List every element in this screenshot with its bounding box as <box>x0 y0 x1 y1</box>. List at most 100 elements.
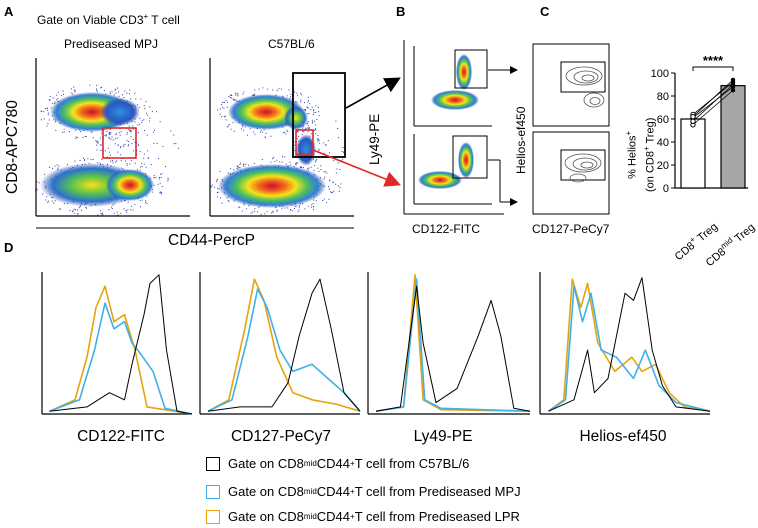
scatter-dot <box>138 106 140 108</box>
scatter-dot <box>96 91 98 93</box>
scatter-dot <box>237 167 239 169</box>
scatter-dot <box>286 95 288 97</box>
scatter-dot <box>341 150 343 152</box>
scatter-dot <box>100 87 102 89</box>
scatter-dot <box>301 133 303 135</box>
scatter-dot <box>73 212 75 214</box>
scatter-dot <box>146 134 148 136</box>
scatter-dot <box>85 207 87 209</box>
scatter-dot <box>315 124 317 126</box>
scatter-dot <box>253 162 255 164</box>
scatter-dot <box>153 142 155 144</box>
arrow-red-to-b <box>312 149 401 187</box>
scatter-dot <box>150 164 152 166</box>
flow-plots-panel-b <box>403 40 504 215</box>
scatter-dot <box>158 157 160 159</box>
scatter-dot <box>335 183 337 185</box>
scatter-dot <box>254 208 256 210</box>
scatter-dot <box>312 203 314 205</box>
scatter-dot <box>312 110 314 112</box>
scatter-dot <box>141 165 143 167</box>
scatter-dot <box>140 206 142 208</box>
scatter-dot <box>41 119 43 121</box>
scatter-dot <box>53 202 55 204</box>
scatter-dot <box>262 131 264 133</box>
scatter-dot <box>273 156 275 158</box>
scatter-dot <box>74 91 76 93</box>
scatter-dot <box>295 205 297 207</box>
scatter-dot <box>293 207 295 209</box>
scatter-dot <box>116 137 118 139</box>
scatter-dot <box>329 152 331 154</box>
b2-density <box>418 171 462 189</box>
scatter-dot <box>118 132 120 134</box>
scatter-dot <box>234 99 236 101</box>
scatter-dot <box>260 214 262 216</box>
scatter-dot <box>219 108 221 110</box>
scatter-dot <box>54 165 56 167</box>
scatter-dot <box>69 131 71 133</box>
scatter-dot <box>312 121 314 123</box>
scatter-dot <box>84 135 86 137</box>
scatter-dot <box>272 89 274 91</box>
scatter-dot <box>77 213 79 215</box>
gate-cd8mid-cd44-mpj <box>102 127 137 159</box>
scatter-dot <box>287 131 289 133</box>
scatter-dot <box>96 149 98 151</box>
scatter-dot <box>49 95 51 97</box>
scatter-dot <box>238 206 240 208</box>
scatter-dot <box>216 196 218 198</box>
scatter-dot <box>57 167 59 169</box>
scatter-dot <box>63 131 65 133</box>
scatter-dot <box>111 206 113 208</box>
scatter-dot <box>298 206 300 208</box>
panel-letter-c: C <box>540 4 550 19</box>
scatter-dot <box>307 122 309 124</box>
scatter-dot <box>114 138 116 140</box>
scatter-dot <box>243 163 245 165</box>
scatter-dot <box>323 198 325 200</box>
scatter-dot <box>139 169 141 171</box>
scatter-dot <box>66 164 68 166</box>
scatter-dot <box>310 166 312 168</box>
scatter-dot <box>54 121 56 123</box>
scatter-dot <box>126 164 128 166</box>
scatter-dot <box>254 210 256 212</box>
scatter-dot <box>111 160 113 162</box>
scatter-dot <box>217 191 219 193</box>
scatter-dot <box>135 98 137 100</box>
legend-swatch-blue <box>206 484 220 499</box>
scatter-dot <box>103 90 105 92</box>
scatter-dot <box>279 161 281 163</box>
plot-title-c57bl6: C57BL/6 <box>268 37 315 51</box>
scatter-dot <box>342 151 344 153</box>
scatter-dot <box>106 131 108 133</box>
scatter-dot <box>330 191 332 193</box>
scatter-dot <box>141 121 143 123</box>
scatter-dot <box>52 167 54 169</box>
scatter-dot <box>97 141 99 143</box>
scatter-dot <box>276 89 278 91</box>
scatter-dot <box>114 143 116 145</box>
scatter-dot <box>300 92 302 94</box>
scatter-dot <box>57 98 59 100</box>
scatter-dot <box>333 160 335 162</box>
scatter-dot <box>128 128 130 130</box>
bar-chart: 0 20 40 60 80 100 **** <box>651 53 748 195</box>
density-cd8-neg <box>218 164 326 208</box>
scatter-dot <box>62 93 64 95</box>
panel-c-x-axis-label: CD127-PeCy7 <box>532 222 610 236</box>
scatter-dot <box>227 101 229 103</box>
hist-curve-orange <box>207 278 361 412</box>
scatter-dot <box>156 111 158 113</box>
scatter-dot <box>237 166 239 168</box>
scatter-dot <box>233 99 235 101</box>
scatter-dot <box>96 89 98 91</box>
scatter-dot <box>133 150 135 152</box>
scatter-dot <box>149 106 151 108</box>
scatter-dot <box>62 131 64 133</box>
scatter-dot <box>47 123 49 125</box>
scatter-dot <box>221 116 223 118</box>
scatter-dot <box>113 94 115 96</box>
